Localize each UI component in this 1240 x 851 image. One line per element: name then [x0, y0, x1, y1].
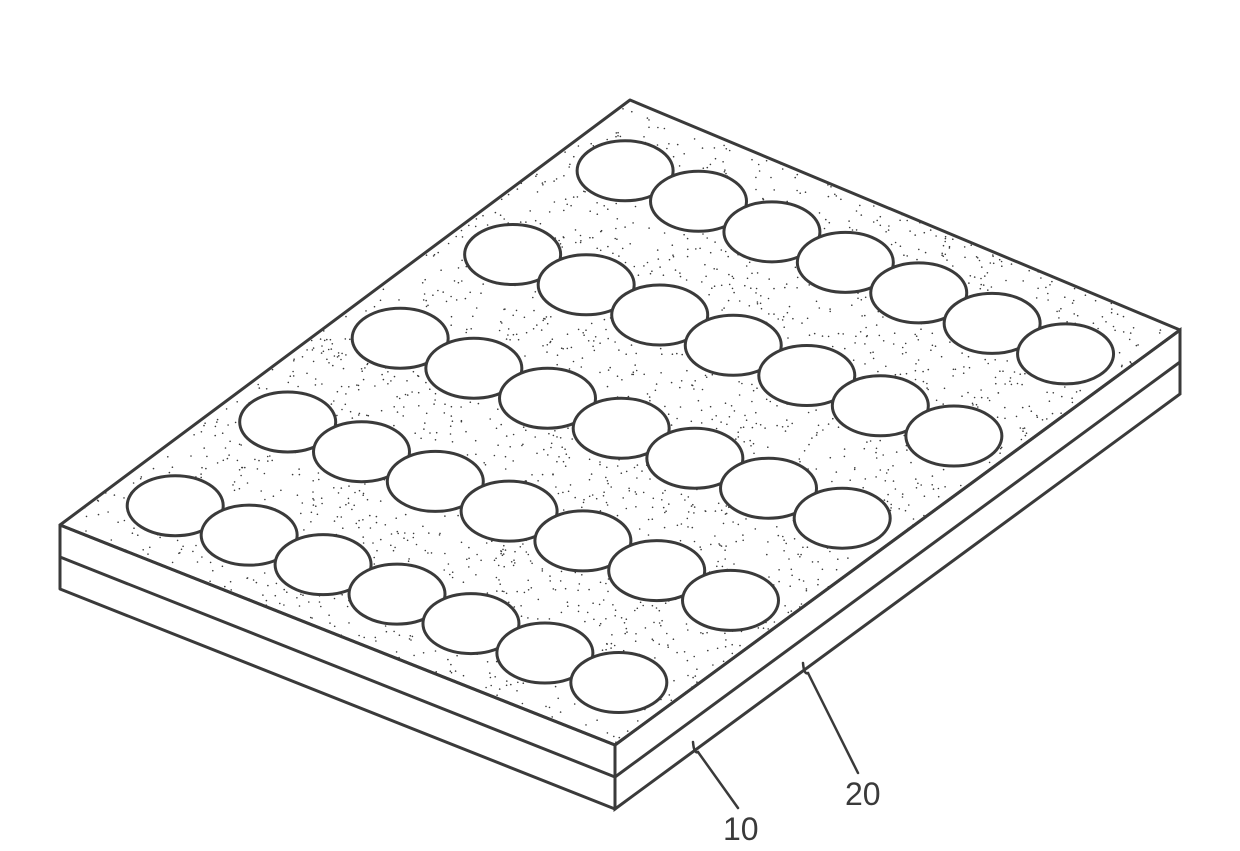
leader-line [808, 673, 858, 773]
label-20-text: 20 [845, 776, 881, 812]
isometric-slab-svg: 2010 [0, 0, 1240, 851]
leader-line [698, 752, 738, 808]
hole [1018, 324, 1114, 384]
label-10-text: 10 [723, 811, 759, 847]
hole [683, 570, 779, 630]
label-10: 10 [693, 742, 759, 847]
hole [906, 406, 1002, 466]
label-20: 20 [803, 663, 881, 812]
hole [794, 488, 890, 548]
hole [571, 653, 667, 713]
figure-diagram: 2010 [0, 0, 1240, 851]
